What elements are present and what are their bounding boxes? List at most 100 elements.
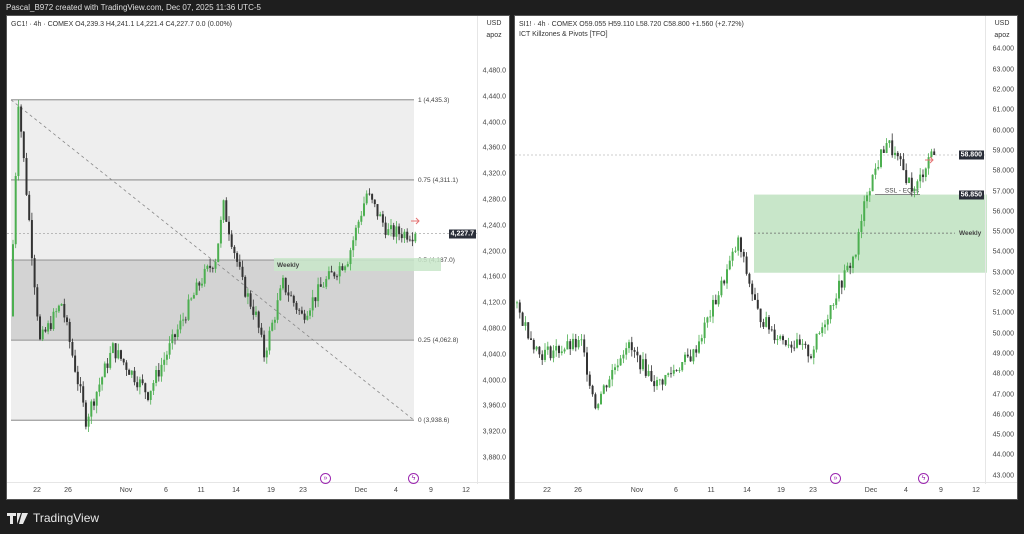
- candle-body: [922, 174, 924, 178]
- last-price-badge: 4,227.7: [448, 229, 476, 239]
- candle: [882, 145, 885, 154]
- candle: [896, 151, 899, 161]
- candle: [390, 219, 392, 237]
- silver-price-chart[interactable]: Weekly SSL - EQLs: [515, 16, 987, 484]
- price-tick: 4,400.0: [482, 119, 506, 127]
- candle: [709, 309, 712, 322]
- price-tick: 55.000: [992, 228, 1014, 236]
- candle-body: [368, 193, 371, 195]
- silver-chart-pane[interactable]: Weekly SSL - EQLs SI1! · 4h · COMEX O59.0…: [514, 15, 1018, 500]
- candle-body: [703, 322, 706, 339]
- candle: [650, 365, 653, 383]
- event-forward-icon[interactable]: »: [320, 473, 331, 484]
- candle-body: [793, 347, 796, 349]
- candle: [919, 168, 922, 189]
- candle: [877, 160, 880, 171]
- candle-body: [209, 265, 212, 268]
- candle-body: [933, 151, 936, 155]
- candle: [93, 398, 95, 411]
- candle-body: [880, 149, 882, 167]
- candle: [68, 318, 71, 349]
- candle: [279, 284, 282, 301]
- event-forward-icon[interactable]: »: [830, 473, 841, 484]
- candle: [309, 308, 311, 320]
- candle: [619, 355, 622, 366]
- price-tick: 43.000: [992, 472, 1014, 480]
- candle-body: [916, 181, 919, 189]
- candle-body: [639, 355, 642, 370]
- candle-body: [608, 379, 611, 388]
- candle: [552, 345, 555, 363]
- candle: [524, 316, 527, 331]
- candle: [616, 358, 619, 372]
- candle: [910, 172, 913, 197]
- candle-body: [854, 254, 857, 257]
- candle-body: [829, 305, 832, 320]
- candle: [905, 163, 908, 185]
- candle-body: [815, 333, 818, 350]
- candle-body: [52, 311, 55, 330]
- candle: [398, 223, 401, 241]
- currency-label: USD: [989, 20, 1015, 27]
- candle: [544, 343, 546, 363]
- time-axis[interactable]: 22 26 Nov 6 11 14 19 23 Dec 4 9 12: [7, 482, 509, 499]
- price-axis[interactable]: USD apoz 4,480.0 4,440.0 4,400.0 4,360.0 4,3…: [448, 16, 509, 484]
- candle-body: [527, 322, 530, 339]
- candle-body: [263, 334, 266, 358]
- candle-body: [279, 288, 282, 301]
- candle-body: [619, 358, 622, 366]
- candle-body: [322, 286, 325, 288]
- candle: [885, 138, 888, 154]
- gold-price-chart[interactable]: 1 (4,435.3)0.75 (4,311.1)0.5 (4,187.0)0.…: [7, 16, 479, 484]
- candle: [560, 345, 563, 356]
- candle-body: [580, 339, 583, 341]
- candle: [171, 329, 174, 350]
- candle-body: [295, 302, 298, 310]
- candle: [306, 310, 309, 321]
- candle-body: [636, 351, 639, 356]
- gold-chart-pane[interactable]: 1 (4,435.3)0.75 (4,311.1)0.5 (4,187.0)0.…: [6, 15, 510, 500]
- candle-body: [731, 251, 734, 261]
- candle: [49, 315, 52, 331]
- candle: [826, 314, 829, 331]
- event-lightning-icon[interactable]: ϟ: [408, 473, 419, 484]
- candle: [365, 190, 368, 206]
- candle: [311, 289, 314, 318]
- candle: [214, 258, 217, 273]
- candle-body: [238, 261, 241, 267]
- fib-level-label: 0.25 (4,062.8): [418, 337, 458, 344]
- indicator-legend[interactable]: ICT Killzones & Pivots [TFO]: [519, 31, 608, 38]
- candle: [866, 191, 868, 209]
- candle: [684, 352, 686, 365]
- candle-body: [670, 373, 672, 375]
- time-tick: 4: [394, 487, 398, 494]
- candle-body: [874, 168, 877, 175]
- candle-body: [594, 394, 597, 409]
- candle-body: [66, 317, 68, 322]
- candle: [414, 231, 417, 244]
- candle: [916, 179, 919, 195]
- candle-body: [605, 385, 608, 388]
- candle: [327, 266, 330, 281]
- candle-body: [818, 333, 821, 334]
- event-lightning-icon[interactable]: ϟ: [918, 473, 929, 484]
- candle-body: [398, 226, 401, 235]
- candle-body: [168, 343, 171, 355]
- candle: [300, 306, 303, 315]
- candle: [147, 391, 149, 402]
- candle-body: [36, 287, 39, 317]
- candle-body: [257, 311, 260, 328]
- candle-body: [891, 140, 894, 156]
- candle-body: [225, 200, 228, 222]
- candle: [745, 252, 748, 276]
- price-axis[interactable]: USD apoz 64.000 63.000 62.000 61.000 60.000 5…: [958, 16, 1017, 484]
- candle-body: [516, 302, 518, 304]
- candle-body: [330, 271, 333, 273]
- candle-body: [333, 272, 336, 277]
- candle-body: [39, 316, 41, 340]
- candle: [532, 338, 535, 354]
- candle: [352, 236, 355, 258]
- time-axis[interactable]: 22 26 Nov 6 11 14 19 23 Dec 4 9 12: [515, 482, 1017, 499]
- candle-body: [133, 370, 136, 383]
- candle-body: [408, 239, 411, 241]
